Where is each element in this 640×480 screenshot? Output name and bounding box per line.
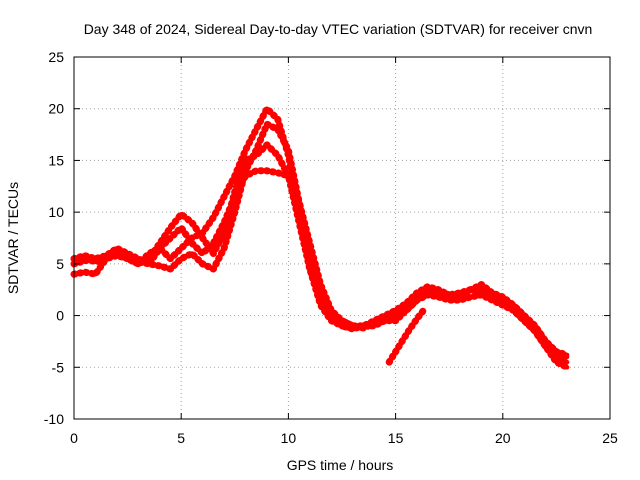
y-tick-label: -5 (52, 359, 65, 375)
chart-title: Day 348 of 2024, Sidereal Day-to-day VTE… (84, 21, 593, 37)
plot-frame (73, 56, 611, 420)
series-markers-3 (70, 120, 571, 371)
x-tick-label: 0 (70, 430, 78, 446)
y-tick-label: 20 (48, 101, 64, 117)
series-line-3 (71, 121, 570, 370)
x-axis-label: GPS time / hours (287, 457, 394, 473)
x-tick-label: 5 (177, 430, 185, 446)
x-tick-label: 20 (495, 430, 511, 446)
y-tick-label: -10 (44, 411, 64, 427)
y-tick-label: 10 (48, 204, 64, 220)
tick-labels: 0 5 10 15 20 25 -10 -5 0 5 10 15 20 25 (44, 49, 618, 446)
x-tick-label: 15 (388, 430, 404, 446)
grid-lines (74, 57, 610, 419)
y-tick-label: 0 (56, 308, 64, 324)
x-tick-label: 10 (281, 430, 297, 446)
x-tick-label: 25 (602, 430, 618, 446)
y-tick-label: 25 (48, 49, 64, 65)
y-tick-label: 15 (48, 152, 64, 168)
y-axis-label: SDTVAR / TECUs (5, 182, 21, 294)
axis-ticks (73, 56, 611, 420)
series-markers-4 (70, 105, 571, 359)
y-tick-label: 5 (56, 256, 64, 272)
data-series (70, 105, 571, 371)
series-line-4 (71, 106, 570, 358)
series-markers-5 (385, 306, 427, 366)
